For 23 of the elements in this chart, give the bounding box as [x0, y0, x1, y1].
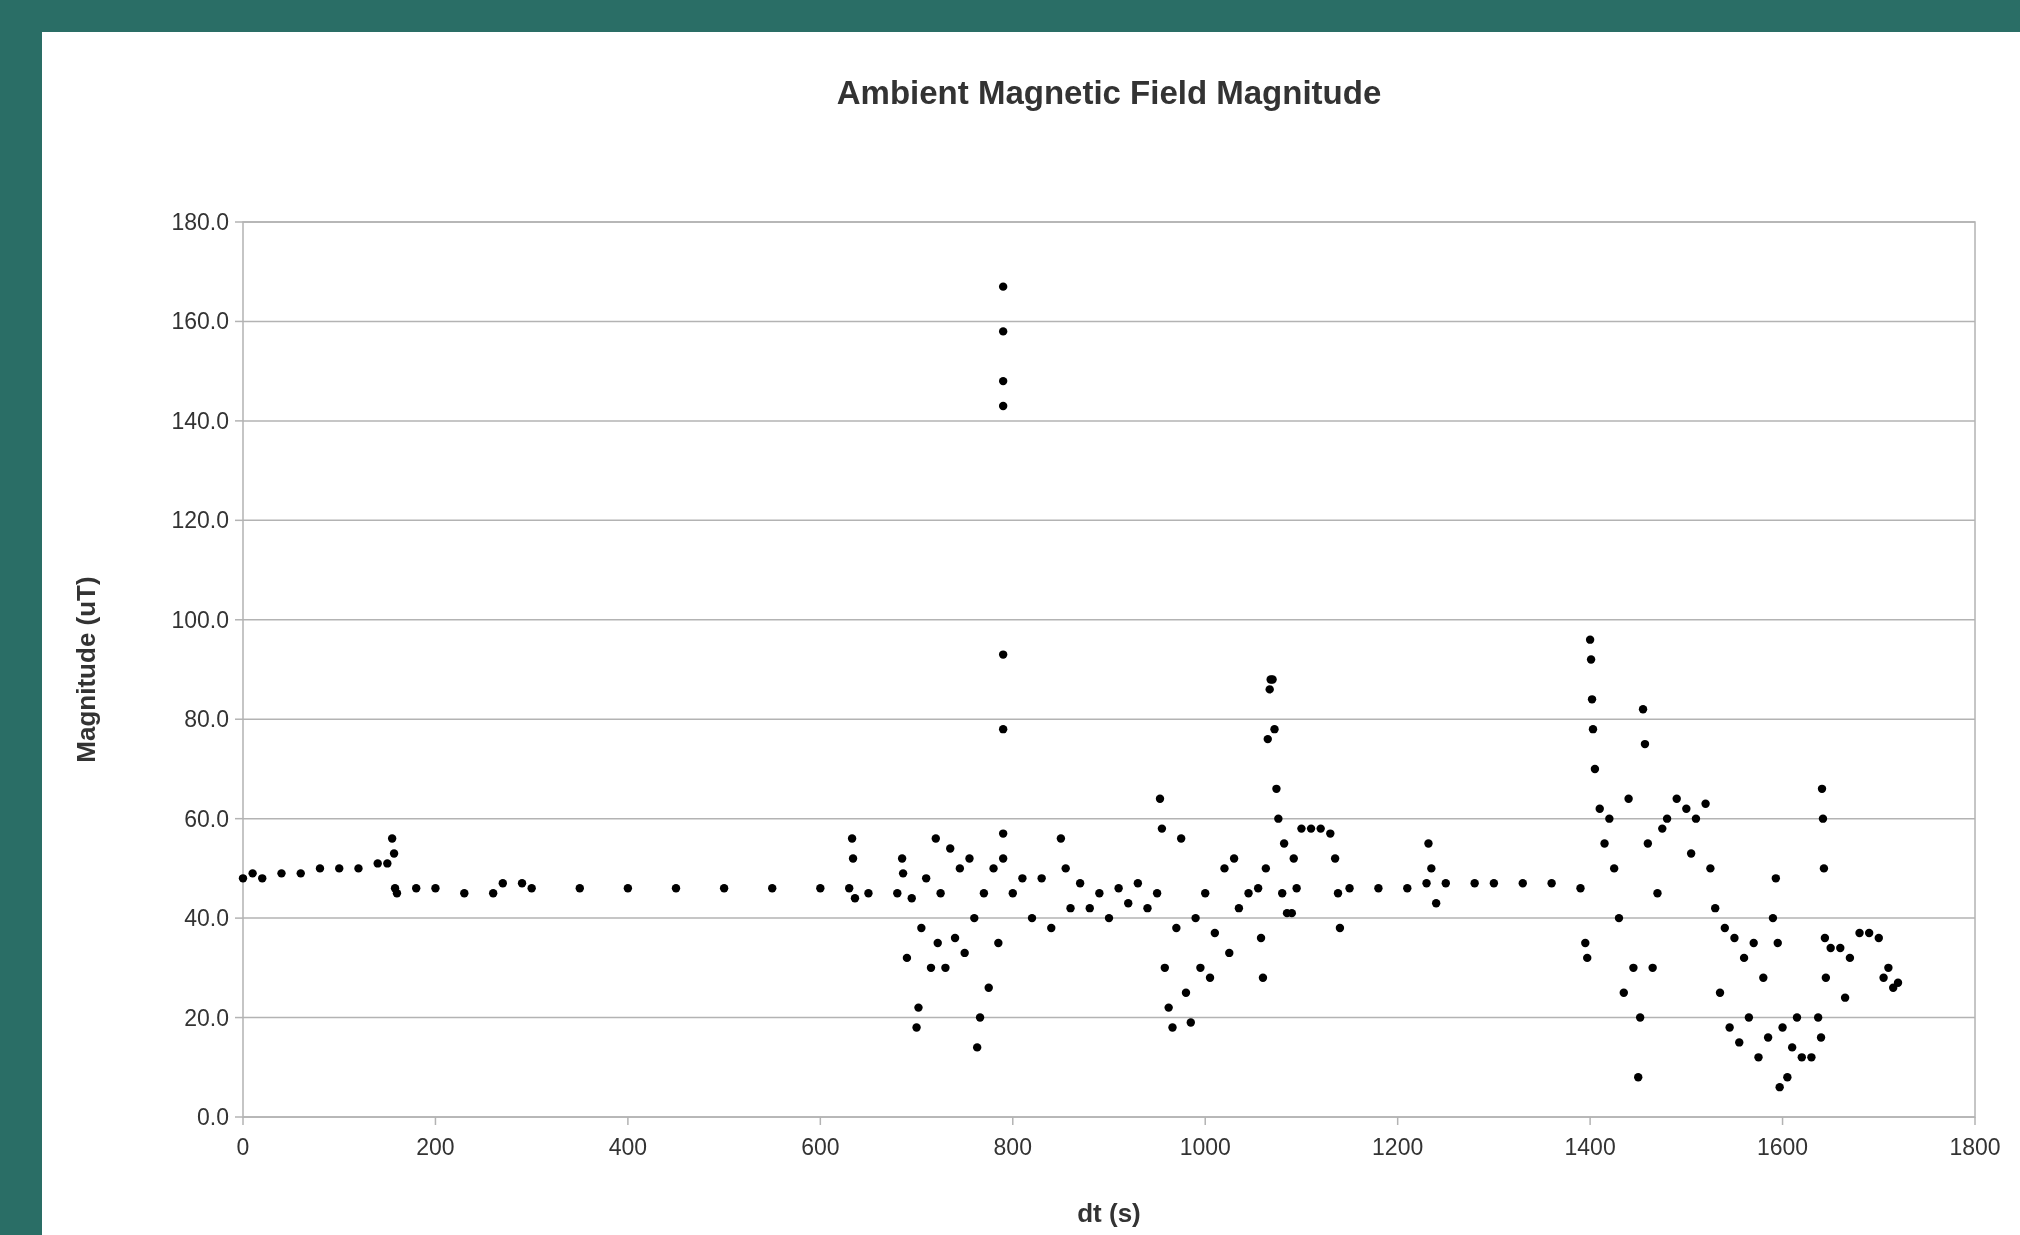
x-tick-label: 600 [801, 1134, 840, 1160]
x-tick-label: 400 [608, 1134, 648, 1160]
x-tick-label: 200 [416, 1134, 455, 1160]
x-tick-label: 800 [993, 1134, 1032, 1160]
y-tick-label: 60.0 [184, 805, 229, 832]
y-tick-label: 180.0 [171, 209, 229, 236]
y-tick-label: 140.0 [171, 407, 229, 434]
y-tick-label: 0.0 [197, 1104, 229, 1131]
x-tick-label: 1200 [1372, 1134, 1424, 1160]
x-tick-label: 1600 [1756, 1134, 1809, 1160]
y-axis-title: Magnitude (uT) [71, 576, 101, 763]
y-tick-label: 100.0 [171, 606, 229, 633]
x-tick-label: 1400 [1564, 1134, 1616, 1160]
x-tick-label: 0 [236, 1134, 250, 1160]
y-tick-label: 20.0 [184, 1004, 229, 1031]
y-tick-label: 40.0 [184, 905, 229, 932]
chart-title: Ambient Magnetic Field Magnitude [836, 74, 1382, 111]
y-tick-label: 80.0 [184, 706, 229, 733]
y-tick-label: 120.0 [171, 507, 229, 534]
x-tick-label: 1800 [1949, 1134, 2001, 1160]
x-axis-title: dt (s) [1077, 1198, 1141, 1228]
y-tick-label: 160.0 [171, 308, 229, 335]
x-tick-label: 1000 [1179, 1134, 1231, 1160]
